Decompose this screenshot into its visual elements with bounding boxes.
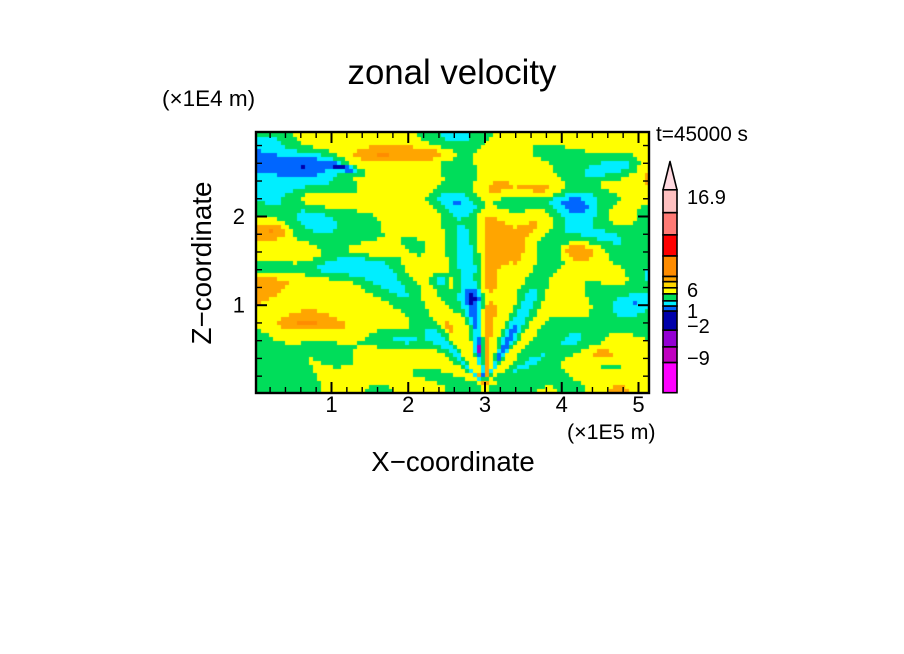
svg-text:16.9: 16.9 (687, 187, 726, 209)
svg-text:(×1E5 m): (×1E5 m) (567, 420, 656, 444)
svg-text:1: 1 (325, 392, 337, 417)
svg-text:1: 1 (233, 293, 245, 318)
svg-text:(×1E4 m): (×1E4 m) (162, 86, 255, 111)
svg-text:X−coordinate: X−coordinate (371, 446, 534, 477)
svg-text:t=45000 s: t=45000 s (656, 123, 748, 146)
svg-text:5: 5 (632, 392, 644, 417)
svg-text:4: 4 (556, 392, 568, 417)
svg-text:−9: −9 (687, 348, 710, 370)
svg-text:3: 3 (479, 392, 491, 417)
svg-text:−2: −2 (687, 316, 710, 338)
svg-text:6: 6 (687, 280, 698, 302)
svg-text:2: 2 (233, 204, 245, 229)
svg-text:zonal velocity: zonal velocity (348, 53, 557, 92)
svg-text:Z−coordinate: Z−coordinate (186, 181, 217, 344)
svg-text:2: 2 (402, 392, 414, 417)
